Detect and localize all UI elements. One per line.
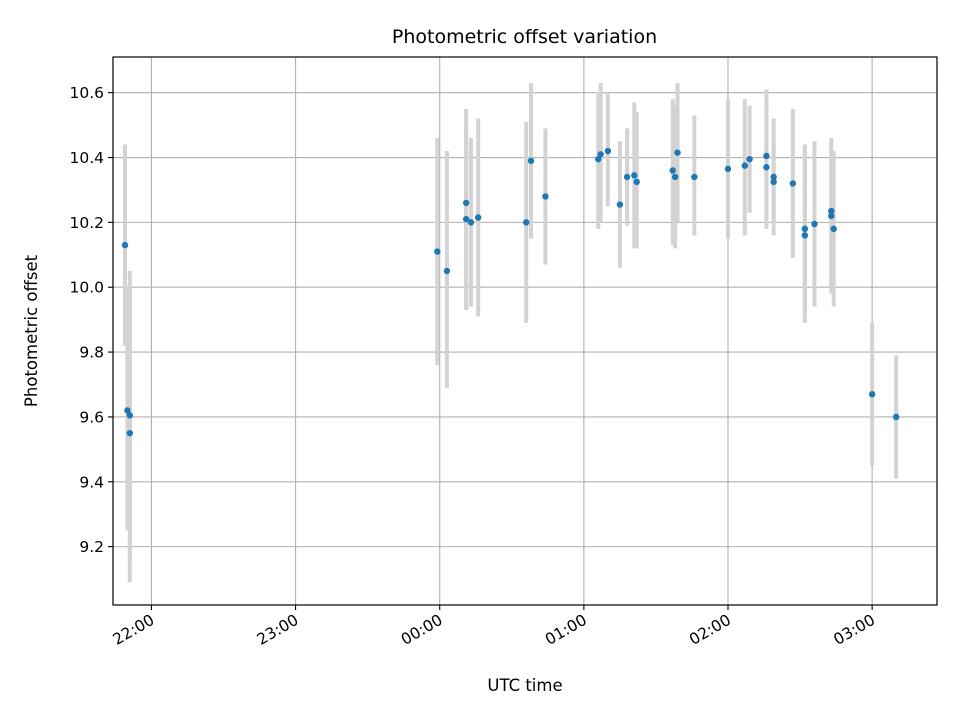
data-point bbox=[595, 155, 602, 163]
data-point bbox=[527, 157, 535, 164]
y-tick-label: 9.6 bbox=[79, 408, 104, 426]
x-tick-label: 03:00 bbox=[830, 611, 878, 649]
data-point bbox=[474, 214, 482, 221]
data-point bbox=[828, 207, 835, 215]
data-point bbox=[462, 199, 470, 207]
x-axis-label: UTC time bbox=[487, 676, 562, 695]
y-tick-label: 10.2 bbox=[69, 214, 104, 232]
data-points bbox=[121, 147, 900, 437]
data-point bbox=[597, 151, 604, 158]
data-point bbox=[462, 215, 470, 223]
data-point bbox=[741, 162, 749, 169]
data-point bbox=[604, 147, 612, 155]
data-point bbox=[633, 178, 640, 186]
x-tick-label: 01:00 bbox=[542, 611, 590, 649]
data-point bbox=[801, 232, 809, 239]
data-point bbox=[126, 412, 134, 419]
y-axis-label: Photometric offset bbox=[22, 254, 41, 407]
data-point bbox=[623, 173, 631, 181]
data-point bbox=[811, 220, 818, 228]
chart-title: Photometric offset variation bbox=[392, 26, 657, 48]
data-point bbox=[616, 201, 624, 208]
data-point bbox=[724, 165, 732, 173]
data-point bbox=[892, 413, 900, 421]
y-tick-label: 9.4 bbox=[79, 473, 104, 491]
data-point bbox=[770, 178, 777, 186]
data-point bbox=[828, 212, 835, 220]
data-point bbox=[631, 172, 638, 179]
data-point bbox=[443, 267, 451, 275]
y-axis-ticks: 9.2 9.4 9.6 9.8 10.0 10.2 10.4 10.6 bbox=[69, 84, 113, 556]
y-tick-label: 10.6 bbox=[69, 84, 104, 102]
data-point bbox=[770, 173, 777, 181]
data-point bbox=[669, 167, 676, 174]
data-point bbox=[674, 149, 681, 156]
plot-frame bbox=[112, 56, 938, 606]
data-point bbox=[763, 152, 770, 160]
data-point bbox=[434, 248, 441, 255]
x-tick-label: 22:00 bbox=[110, 611, 158, 649]
data-point bbox=[124, 407, 131, 414]
data-point bbox=[746, 155, 753, 163]
data-point bbox=[801, 225, 809, 233]
x-tick-label: 00:00 bbox=[398, 611, 446, 649]
x-tick-label: 02:00 bbox=[686, 611, 734, 649]
data-point bbox=[523, 219, 530, 226]
x-axis-ticks: 22:00 23:00 00:00 01:00 02:00 03:00 bbox=[110, 605, 878, 649]
y-tick-label: 9.2 bbox=[79, 538, 104, 556]
data-point bbox=[868, 391, 876, 398]
data-point bbox=[691, 173, 698, 181]
y-tick-label: 10.0 bbox=[69, 279, 104, 297]
y-tick-label: 10.4 bbox=[69, 149, 104, 167]
data-point bbox=[789, 180, 797, 187]
data-point bbox=[671, 173, 679, 181]
data-point bbox=[121, 241, 129, 249]
x-tick-label: 23:00 bbox=[254, 611, 302, 649]
data-point bbox=[542, 193, 549, 200]
data-point bbox=[763, 164, 770, 171]
data-point bbox=[830, 225, 837, 233]
data-point bbox=[467, 219, 475, 226]
y-tick-label: 9.8 bbox=[79, 344, 104, 362]
data-point bbox=[126, 429, 134, 437]
